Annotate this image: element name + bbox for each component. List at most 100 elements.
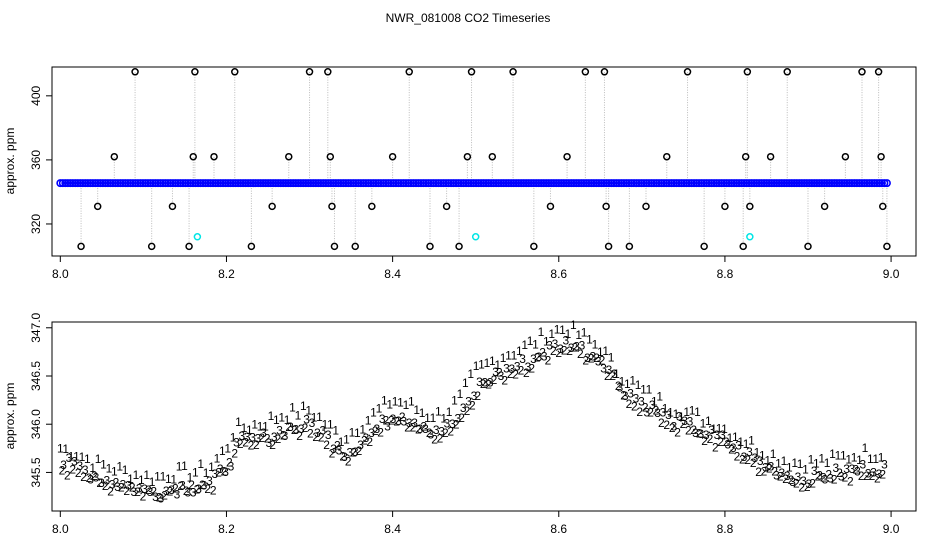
series-1-point: 1 [241, 421, 248, 435]
series-2-point: 2 [701, 434, 708, 448]
series-2-point: 2 [777, 470, 784, 484]
baseline-point [504, 179, 513, 188]
baseline-point [434, 179, 443, 188]
baseline-point [502, 179, 511, 188]
series-1-point: 1 [624, 377, 631, 391]
series-1-point: 1 [354, 426, 361, 440]
series-2-point: 2 [734, 450, 741, 464]
series-3-point: 3 [190, 485, 197, 499]
series-3-point: 3 [616, 380, 623, 394]
series-3-point: 3 [827, 472, 834, 486]
series-2-point: 2 [307, 427, 314, 441]
outlier-point [488, 152, 497, 161]
baseline-point [567, 179, 576, 188]
baseline-point [587, 179, 596, 188]
series-3-point: 3 [427, 427, 434, 441]
series-1-point: 1 [737, 435, 744, 449]
series-2-point: 2 [636, 405, 643, 419]
bottom-x-tick-label: 8.2 [218, 522, 235, 536]
baseline-point [469, 179, 478, 188]
baseline-point [151, 179, 160, 188]
baseline-point [334, 179, 343, 188]
series-2-point: 2 [107, 485, 114, 499]
series-3-point: 3 [222, 465, 229, 479]
baseline-point [700, 179, 709, 188]
series-2-point: 2 [399, 410, 406, 424]
series-1-point: 1 [322, 417, 329, 431]
baseline-point [487, 179, 496, 188]
series-1-point: 1 [802, 462, 809, 476]
baseline-point [494, 179, 503, 188]
series-3-point: 3 [838, 470, 845, 484]
baseline-point [226, 179, 235, 188]
series-3-point: 3 [546, 339, 553, 353]
baseline-point [835, 179, 844, 188]
top-x-tick-label: 8.8 [717, 267, 734, 281]
series-2-point: 2 [183, 484, 190, 498]
baseline-point [274, 179, 283, 188]
outlier-point [530, 242, 538, 251]
baseline-point [642, 179, 651, 188]
series-3-point: 3 [82, 463, 89, 477]
baseline-point [354, 179, 363, 188]
baseline-point [467, 179, 476, 188]
series-1-point: 1 [149, 475, 156, 489]
baseline-point [321, 179, 330, 188]
series-1-point: 1 [111, 465, 118, 479]
baseline-point [735, 179, 744, 188]
series-3-point: 3 [147, 485, 154, 499]
baseline-point [564, 179, 573, 188]
baseline-point [381, 179, 390, 188]
series-1-point: 1 [532, 337, 539, 351]
series-3-point: 3 [778, 466, 785, 480]
series-2-point: 2 [528, 362, 535, 376]
series-1-point: 1 [565, 327, 572, 341]
baseline-point [216, 179, 225, 188]
series-2-point: 2 [858, 469, 865, 483]
series-3-point: 3 [843, 462, 850, 476]
series-2-point: 2 [534, 350, 541, 364]
series-2-point: 2 [420, 419, 427, 433]
series-3-point: 3 [692, 426, 699, 440]
series-3-point: 3 [665, 408, 672, 422]
baseline-point [271, 179, 280, 188]
series-2-point: 2 [518, 363, 525, 377]
series-1-point: 1 [559, 323, 566, 337]
series-1-point: 1 [705, 414, 712, 428]
baseline-point [346, 179, 355, 188]
baseline-point [148, 179, 157, 188]
baseline-point [634, 179, 643, 188]
outlier-point [191, 68, 199, 76]
series-2-point: 2 [793, 477, 800, 491]
series-3-point: 3 [503, 362, 510, 376]
series-2-point: 2 [512, 368, 519, 382]
baseline-point [241, 179, 250, 188]
baseline-point [121, 179, 130, 188]
series-1-point: 1 [311, 410, 318, 424]
top-x-tick-label: 8.4 [384, 267, 401, 281]
series-1-point: 1 [467, 367, 474, 381]
series-3-point: 3 [789, 475, 796, 489]
series-1-point: 1 [646, 383, 653, 397]
series-1-point: 1 [867, 452, 874, 466]
outlier-point [602, 202, 610, 211]
series-3-point: 3 [751, 451, 758, 465]
baseline-point [865, 179, 874, 188]
series-3-point: 3 [109, 477, 116, 491]
series-2-point: 2 [64, 469, 71, 483]
series-3-point: 3 [417, 422, 424, 436]
top-y-axis-label: approx. ppm [3, 128, 17, 195]
series-2-point: 2 [485, 378, 492, 392]
series-1-point: 1 [694, 405, 701, 419]
baseline-point [186, 179, 195, 188]
series-1-point: 1 [683, 405, 690, 419]
series-2-point: 2 [140, 489, 147, 503]
baseline-point [108, 179, 117, 188]
series-1-point: 1 [797, 457, 804, 471]
series-2-point: 2 [685, 423, 692, 437]
series-1-point: 1 [359, 422, 366, 436]
baseline-point [825, 179, 834, 188]
series-2-point: 2 [852, 463, 859, 477]
outlier-point [879, 202, 887, 211]
